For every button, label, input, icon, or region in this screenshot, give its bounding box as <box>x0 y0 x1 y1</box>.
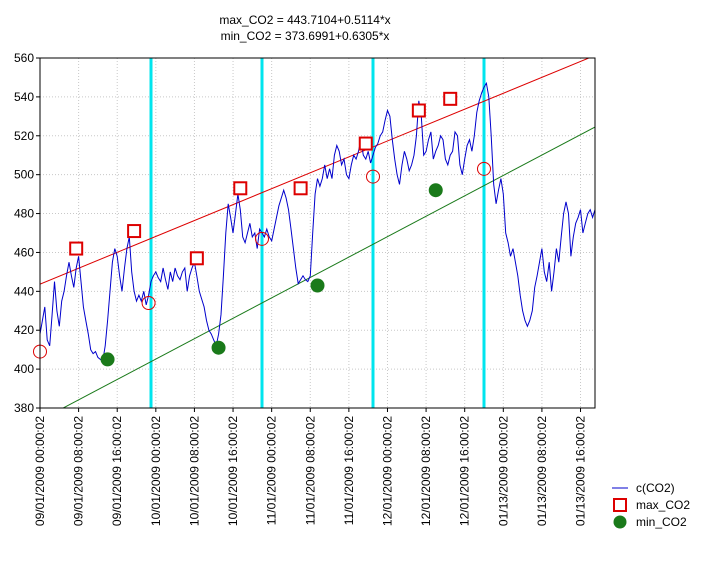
y-tick-label: 520 <box>14 129 34 143</box>
fit-line-1 <box>62 126 595 408</box>
y-tick-label: 400 <box>14 362 34 376</box>
day-separators <box>149 58 486 408</box>
fit-line-0 <box>40 58 591 285</box>
y-tick-label: 560 <box>14 51 34 65</box>
x-tick-label: 11/01/2009 16:00:02 <box>342 416 356 526</box>
x-tick-label: 09/01/2009 16:00:02 <box>110 416 124 526</box>
min-co2-marker <box>310 278 325 293</box>
y-tick-label: 420 <box>14 323 34 337</box>
y-tick-label: 440 <box>14 284 34 298</box>
x-tick-label: 12/01/2009 00:00:02 <box>380 416 394 526</box>
open-circle-marker <box>477 161 491 176</box>
max-co2-marker <box>127 224 142 239</box>
max-co2-marker <box>358 136 373 151</box>
y-tick-label: 380 <box>14 401 34 415</box>
open-circle-marker <box>255 231 269 246</box>
chart-title: max_CO2 = 443.7104+0.5114*x min_CO2 = 373… <box>219 13 390 43</box>
max-co2-marker <box>293 181 308 196</box>
series-markers <box>33 91 491 367</box>
title-line-1: min_CO2 = 373.6991+0.6305*x <box>221 29 390 43</box>
grid <box>39 57 595 409</box>
x-tick-label: 09/01/2009 08:00:02 <box>72 416 86 526</box>
y-tick-label: 500 <box>14 168 34 182</box>
x-tick-label: 10/01/2009 16:00:02 <box>226 416 240 526</box>
axes: 380 400 420 440 460 480 500 520 540 560 09/01/2009… <box>14 51 596 526</box>
plot-frame <box>39 57 596 409</box>
legend-label: c(CO2) <box>636 481 675 495</box>
x-tick-label: 10/01/2009 00:00:02 <box>149 416 163 526</box>
max-co2-marker <box>411 103 426 118</box>
x-tick-label: 12/01/2009 16:00:02 <box>458 416 472 526</box>
series-line <box>40 81 595 363</box>
x-tick-label: 01/13/2009 00:00:02 <box>496 416 510 526</box>
trend-lines <box>40 58 595 408</box>
open-circle-marker <box>141 296 156 310</box>
open-circle-marker <box>366 169 380 184</box>
legend-label: min_CO2 <box>636 515 687 529</box>
title-line-0: max_CO2 = 443.7104+0.5114*x <box>219 13 390 27</box>
x-tick-label: 12/01/2009 08:00:02 <box>419 416 433 526</box>
x-tick-label: 11/01/2009 08:00:02 <box>303 416 317 526</box>
x-tick-label: 09/01/2009 00:00:02 <box>33 416 47 526</box>
y-tick-label: 540 <box>14 90 34 104</box>
max-co2-marker <box>69 241 84 256</box>
x-tick-label: 11/01/2009 00:00:02 <box>265 416 279 526</box>
series-line-co2 <box>40 81 595 363</box>
x-tick-label: 01/13/2009 16:00:02 <box>574 416 588 526</box>
legend-swatch-circle <box>613 515 627 529</box>
y-tick-label: 460 <box>14 245 34 259</box>
legend-label: max_CO2 <box>636 498 690 512</box>
legend-swatch-square <box>613 498 627 512</box>
max-co2-marker <box>233 181 248 196</box>
y-tick-label: 480 <box>14 207 34 221</box>
min-co2-marker <box>428 183 443 198</box>
x-tick-label: 10/01/2009 08:00:02 <box>187 416 201 526</box>
max-co2-marker <box>189 251 204 266</box>
min-co2-marker <box>100 352 115 367</box>
legend: c(CO2) max_CO2 min_CO2 <box>612 481 690 529</box>
max-co2-marker <box>443 91 458 106</box>
x-tick-label: 01/13/2009 08:00:02 <box>535 416 549 526</box>
min-co2-marker <box>211 340 226 355</box>
